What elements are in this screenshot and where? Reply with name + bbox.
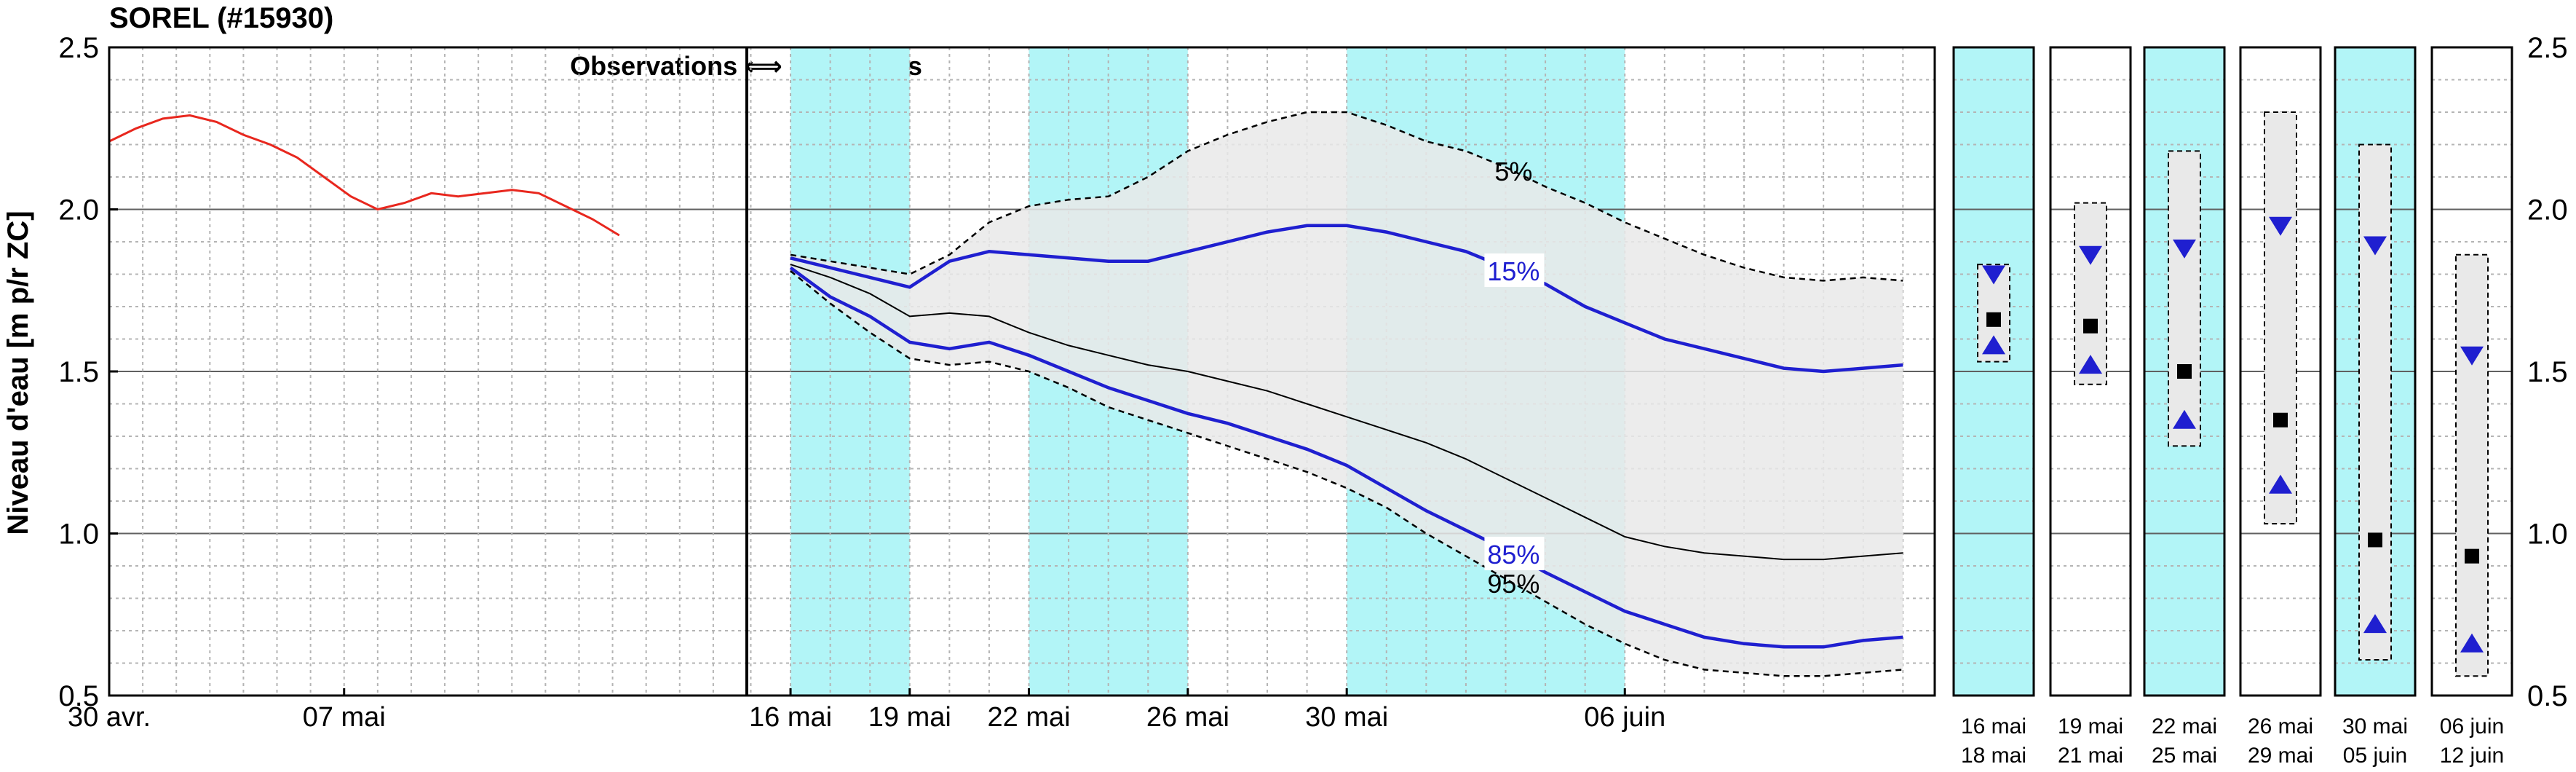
mean-marker xyxy=(2177,364,2192,379)
q95-marker xyxy=(2460,633,2484,653)
period-range-box xyxy=(2074,202,2107,385)
x-tick-label: 26 mai xyxy=(1146,702,1229,733)
period-label-start: 06 juin xyxy=(2440,714,2504,738)
period-label-end: 25 mai xyxy=(2152,744,2217,768)
period-label-end: 18 mai xyxy=(1961,744,2026,768)
q95-marker xyxy=(2173,409,2196,429)
y-tick-label: 2.0 xyxy=(58,194,99,227)
period-label-end: 12 juin xyxy=(2440,744,2504,768)
uncertainty-band xyxy=(790,112,1903,677)
q95-marker xyxy=(2363,614,2387,634)
right-y-tick-label: 0.5 xyxy=(2527,680,2568,712)
x-tick-label: 07 mai xyxy=(303,702,386,733)
series-label: 15% xyxy=(1487,256,1539,286)
period-range-box xyxy=(2168,150,2201,447)
forecast-series-15pct xyxy=(790,224,1903,374)
series-label-bg xyxy=(1484,253,1545,288)
x-tick-label: 06 juin xyxy=(1584,702,1665,733)
period-frame xyxy=(2430,46,2513,697)
period-label-start: 26 mai xyxy=(2248,714,2313,738)
x-tick-label: 30 avr. xyxy=(68,702,151,733)
period-range-box xyxy=(2264,111,2297,525)
period-frame xyxy=(2049,46,2132,697)
y-tick-label: 1.0 xyxy=(58,519,99,551)
period-label-start: 30 mai xyxy=(2342,714,2408,738)
forecast-series-median xyxy=(790,264,1903,561)
q95-marker xyxy=(1982,335,2005,355)
series-label: 5% xyxy=(1494,157,1532,186)
q05-marker xyxy=(2079,245,2102,265)
right-y-tick-label: 2.5 xyxy=(2527,32,2568,64)
q95-marker xyxy=(2269,474,2292,494)
period-panel-5: 30 mai 05 juin xyxy=(2334,46,2417,768)
q95-marker xyxy=(2079,355,2102,374)
period-label-end: 05 juin xyxy=(2343,744,2407,768)
forecast-series-5pct xyxy=(790,111,1903,282)
plot-layer: 5% 15% 85%95% 0.5 1.0 1.5 2.0 2.5 30 avr. 07 mai 1… xyxy=(58,32,2567,768)
period-label-start: 22 mai xyxy=(2152,714,2217,738)
period-label-start: 19 mai xyxy=(2058,714,2123,738)
q05-marker xyxy=(2269,216,2292,236)
right-y-tick-label: 1.0 xyxy=(2527,519,2568,551)
period-label-end: 21 mai xyxy=(2058,744,2123,768)
right-y-tick-label: 2.0 xyxy=(2527,194,2568,227)
right-y-tick-label: 1.5 xyxy=(2527,356,2568,388)
period-range-box xyxy=(2358,143,2392,661)
x-tick-label: 22 mai xyxy=(988,702,1071,733)
series-label-bg xyxy=(1484,536,1545,570)
period-frame xyxy=(2143,46,2226,697)
observed-series-line xyxy=(108,114,620,237)
q05-marker xyxy=(2460,346,2484,366)
y-tick-label: 0.5 xyxy=(58,680,99,712)
series-label: 95% xyxy=(1487,569,1539,599)
q05-marker xyxy=(1982,265,2005,285)
forecast-series-85pct xyxy=(789,266,1903,649)
series-label: 85% xyxy=(1487,540,1539,570)
q05-marker xyxy=(2363,236,2387,256)
y-tick-label: 1.5 xyxy=(58,356,99,388)
mean-marker xyxy=(1986,312,2001,327)
period-label-end: 29 mai xyxy=(2248,744,2313,768)
period-panel-4: 26 mai 29 mai xyxy=(2239,46,2322,768)
mean-marker xyxy=(2273,412,2288,428)
period-range-box xyxy=(2455,253,2489,677)
period-label-start: 16 mai xyxy=(1961,714,2026,738)
mean-marker xyxy=(2083,318,2098,334)
period-panel-1: 16 mai 18 mai xyxy=(1952,46,2035,768)
y-axis-label: Niveau d'eau [m p/r ZC] xyxy=(2,210,34,535)
period-frame xyxy=(2334,46,2417,697)
q05-marker xyxy=(2173,239,2196,259)
chart-title: SOREL (#15930) xyxy=(109,2,333,34)
x-tick-label: 30 mai xyxy=(1305,702,1388,733)
period-frame xyxy=(1952,46,2035,697)
period-panel-3: 22 mai 25 mai xyxy=(2143,46,2226,768)
forecast-series-95pct xyxy=(790,270,1903,677)
period-panel-6: 06 juin 12 juin xyxy=(2430,46,2513,768)
mean-marker xyxy=(2368,532,2382,548)
period-frame xyxy=(2239,46,2322,697)
x-tick-label: 16 mai xyxy=(749,702,832,733)
mean-marker xyxy=(2465,548,2479,564)
x-tick-label: 19 mai xyxy=(868,702,951,733)
period-panel-2: 19 mai 21 mai xyxy=(2049,46,2132,768)
y-tick-label: 2.5 xyxy=(58,32,99,64)
